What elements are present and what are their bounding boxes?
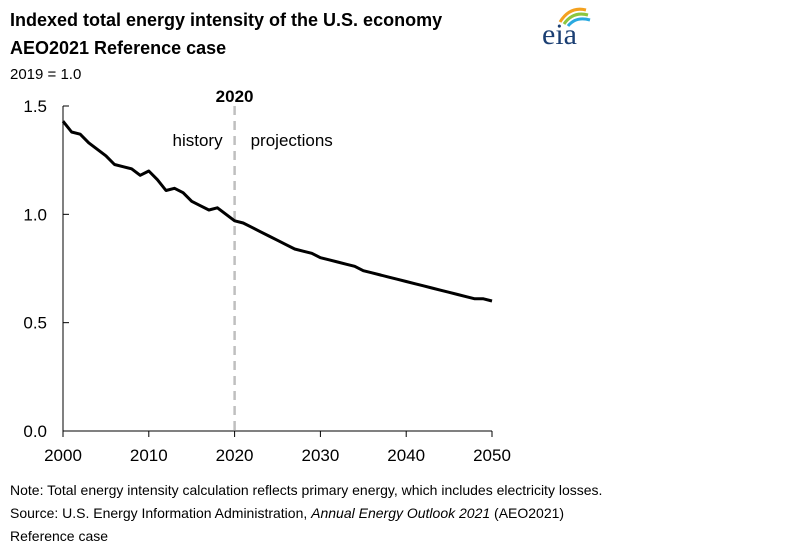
source-text: Source: U.S. Energy Information Administ… [10,505,564,521]
eia-logo-icon: eia [542,7,591,50]
source-text-cont: Reference case [10,528,109,544]
series-group [61,120,493,303]
source-italic: Annual Energy Outlook 2021 [311,505,491,521]
y-tick-label: 1.5 [23,97,47,116]
logo-text: eia [542,18,577,50]
source-prefix: Source: U.S. Energy Information Administ… [10,505,312,521]
chart-title: Indexed total energy intensity of the U.… [10,10,443,30]
line-chart: 0.0 0.5 1.0 1.5 2000 2010 2020 2030 2040 2050 202… [23,87,511,465]
x-tick-label: 2000 [44,446,82,465]
projections-label: projections [251,131,333,150]
vline-label: 2020 [216,87,254,106]
note-text: Note: Total energy intensity calculation… [10,482,603,498]
y-tick-label: 0.5 [23,314,47,333]
chart-subtitle: AEO2021 Reference case [10,38,227,58]
x-tick-label: 2050 [473,446,511,465]
y-tick-label: 0.0 [23,422,47,441]
source-suffix: (AEO2021) [490,505,565,521]
x-tick-label: 2040 [387,446,425,465]
vline-group: 2020 [216,87,254,431]
labels-group: history projections [173,131,333,150]
x-tick-label: 2020 [216,446,254,465]
x-tick-label: 2030 [301,446,339,465]
chart-axes: 0.0 0.5 1.0 1.5 2000 2010 2020 2030 2040 2050 [23,97,511,465]
x-tick-label: 2010 [130,446,168,465]
history-label: history [173,131,224,150]
y-axis-unit-label: 2019 = 1.0 [10,66,82,83]
y-tick-label: 1.0 [23,205,47,224]
